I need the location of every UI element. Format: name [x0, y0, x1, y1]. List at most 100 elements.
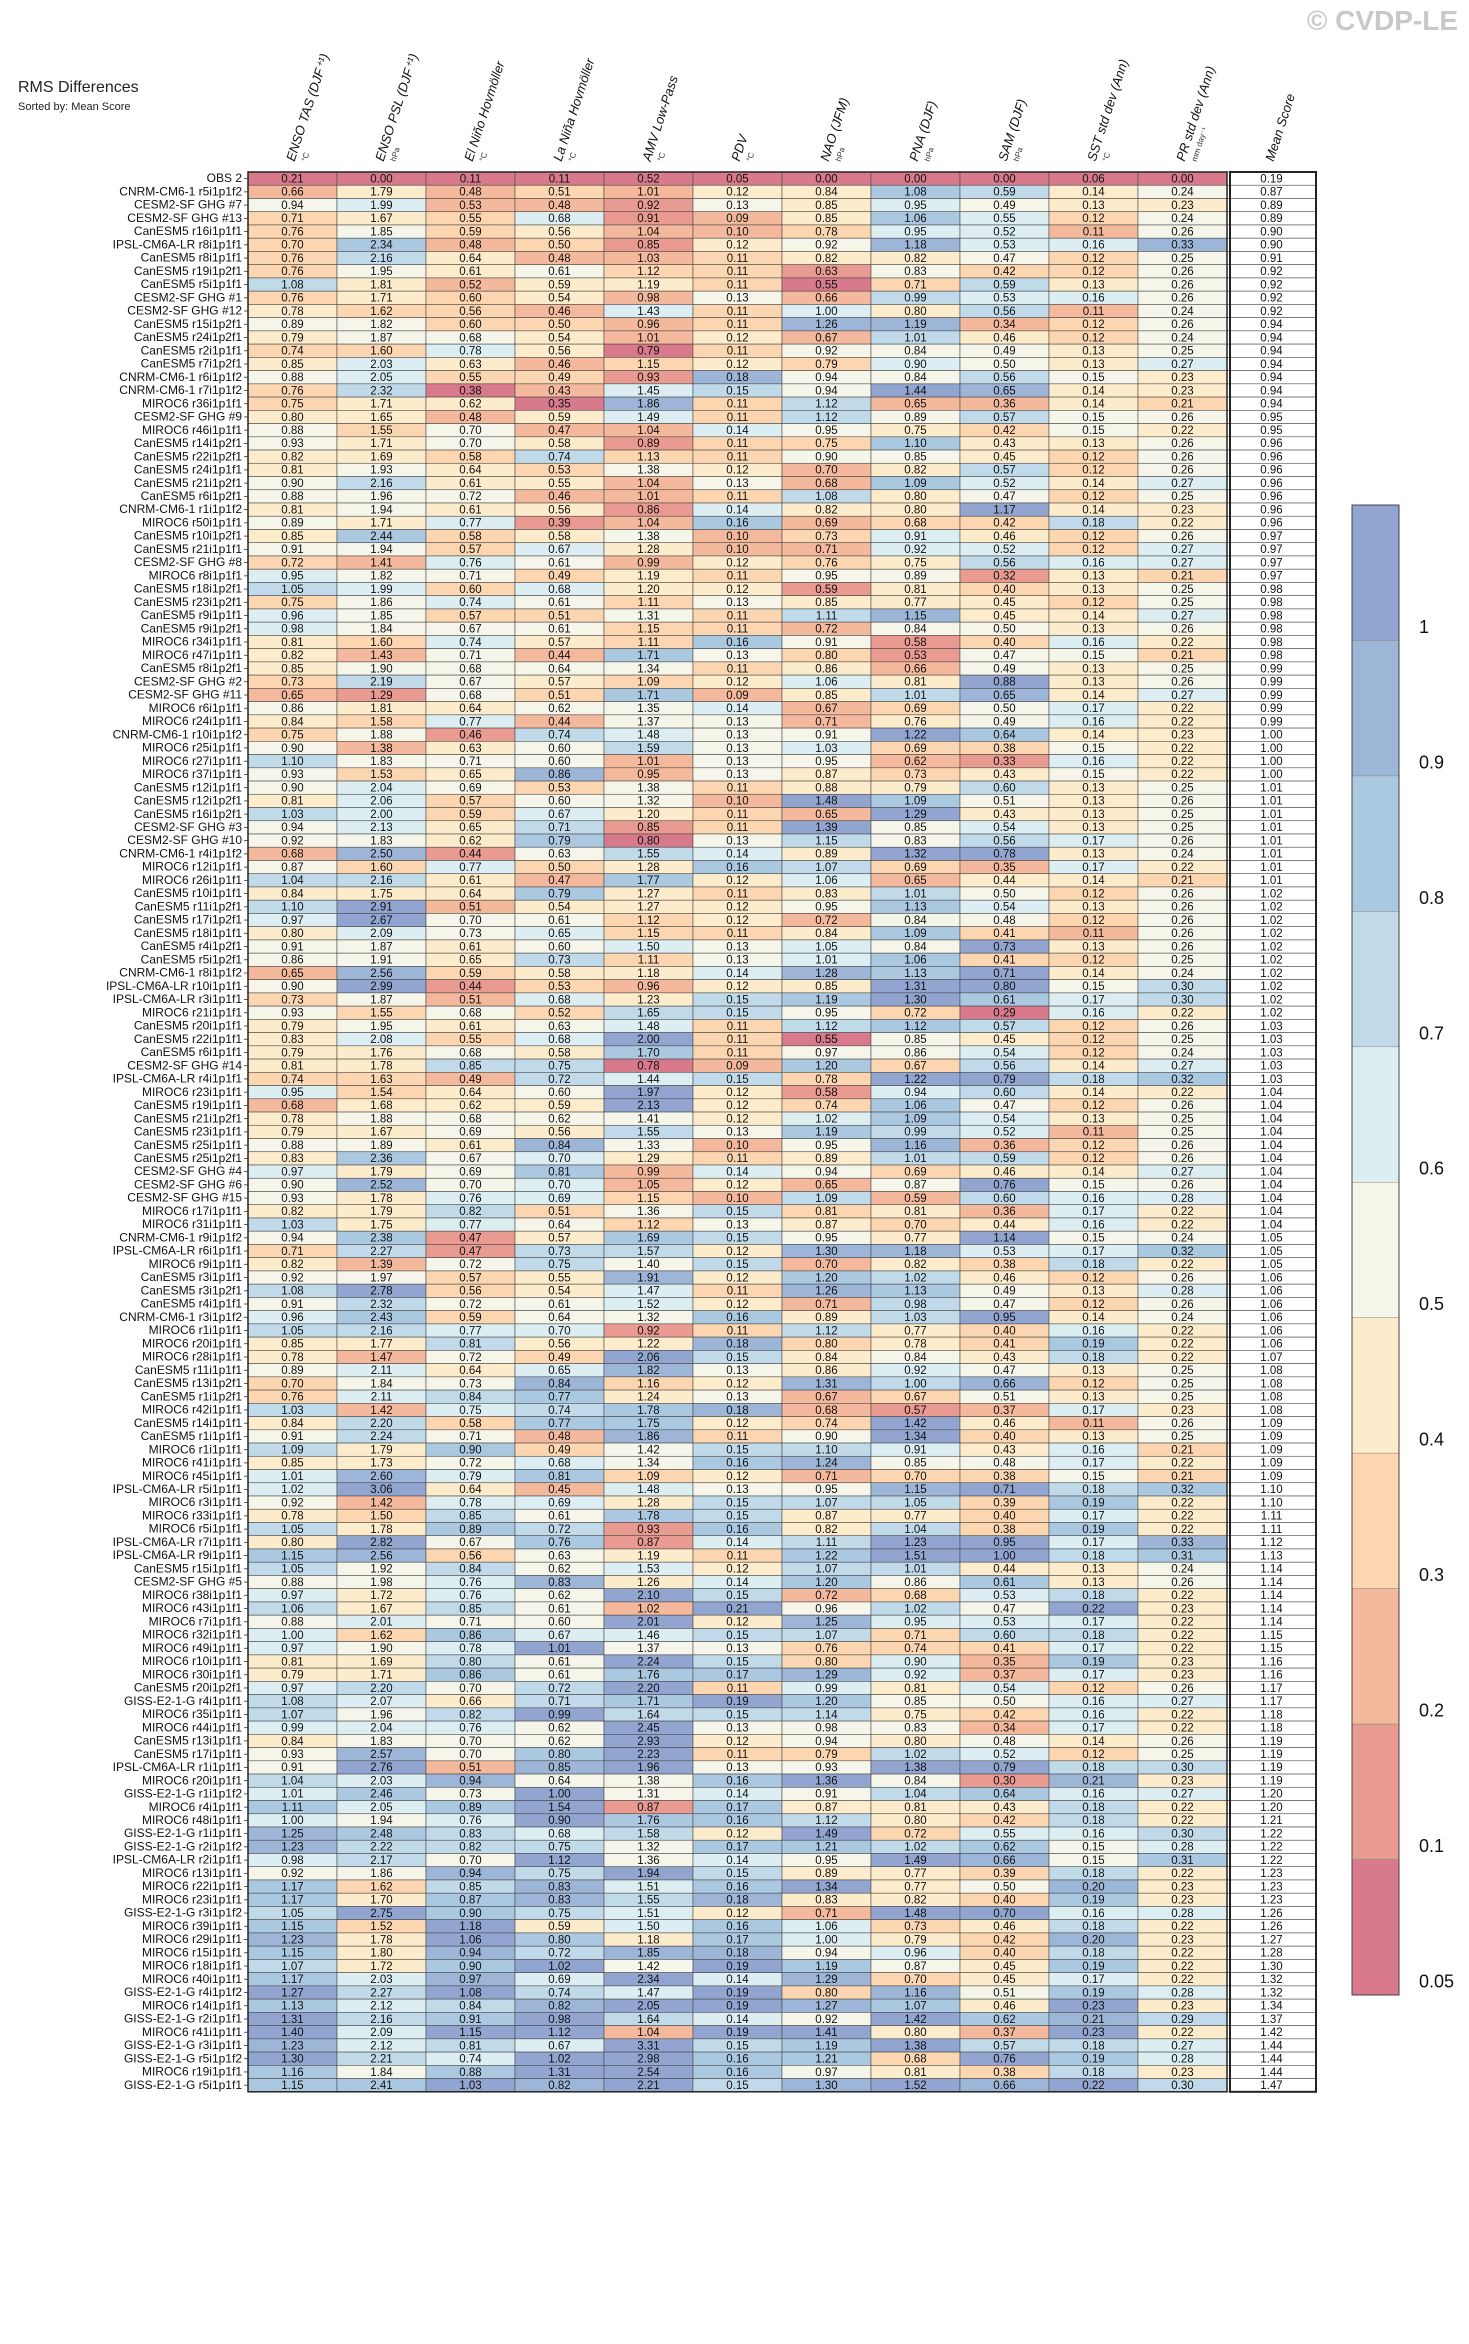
- row-label: CanESM5 r10i1p2f1: [134, 529, 242, 543]
- cell-value: 0.24: [1171, 1047, 1194, 1059]
- cell-value: 0.82: [548, 2080, 570, 2092]
- cell-value: 0.15: [1082, 743, 1104, 755]
- cell-value: 0.15: [726, 1074, 748, 1086]
- cell-value: 1.91: [370, 955, 392, 967]
- cell-value: 1.06: [281, 1603, 303, 1615]
- cell-value: 0.83: [459, 1828, 481, 1840]
- cell-value: 2.13: [370, 822, 392, 834]
- cell-value: 1.86: [370, 1868, 392, 1880]
- cell-value: 2.54: [637, 2067, 660, 2079]
- row-label: CanESM5 r12i1p1f1: [134, 780, 242, 794]
- cell-value: 0.14: [726, 1537, 749, 1549]
- cell-value: 0.75: [548, 1842, 570, 1854]
- cell-value: 0.94: [281, 1233, 304, 1245]
- cell-value: 0.56: [993, 306, 1015, 318]
- cell-value: 0.66: [993, 2080, 1015, 2092]
- cell-value: 0.11: [727, 610, 749, 622]
- cell-value: 0.34: [993, 319, 1016, 331]
- cell-value: 0.46: [993, 1166, 1015, 1178]
- cell-value: 0.75: [281, 730, 303, 742]
- cell-value: 0.68: [904, 2054, 926, 2066]
- cell-value: 0.56: [548, 1127, 570, 1139]
- cell-value: 0.81: [281, 637, 303, 649]
- cell-value: 0.93: [815, 1762, 837, 1774]
- cell-value: 0.13: [726, 478, 748, 490]
- cell-value: 0.57: [459, 1272, 481, 1284]
- cell-value: 1.44: [1260, 2040, 1283, 2052]
- cell-value: 0.17: [1082, 1458, 1104, 1470]
- row-label: MIROC6 r22i1p1f1: [142, 1879, 242, 1893]
- row-label: CanESM5 r15i1p1f1: [134, 1561, 242, 1575]
- colorbar-swatch: [1351, 775, 1400, 912]
- cell-value: 1.19: [904, 319, 926, 331]
- cell-value: 0.28: [1171, 1842, 1193, 1854]
- cell-value: 1.16: [904, 1140, 926, 1152]
- cell-value: 0.54: [548, 293, 571, 305]
- cell-value: 1.38: [904, 2040, 926, 2052]
- cell-value: 0.18: [1082, 1815, 1104, 1827]
- cell-value: 0.86: [815, 663, 837, 675]
- cell-value: 0.73: [459, 928, 481, 940]
- cell-value: 0.13: [1082, 571, 1104, 583]
- cell-value: 2.12: [370, 2040, 392, 2052]
- cell-value: 0.70: [459, 438, 481, 450]
- cell-value: 0.37: [993, 2027, 1015, 2039]
- cell-value: 0.69: [904, 862, 926, 874]
- cell-value: 1.31: [637, 1789, 659, 1801]
- cell-value: 0.30: [1171, 2080, 1193, 2092]
- cell-value: 2.45: [637, 1723, 659, 1735]
- cell-value: 1.86: [637, 399, 659, 411]
- cell-value: 0.15: [726, 1497, 748, 1509]
- cell-value: 2.46: [370, 1789, 392, 1801]
- cell-value: 0.54: [993, 1113, 1016, 1125]
- cell-value: 1.55: [637, 1895, 659, 1907]
- cell-value: 0.17: [1082, 1974, 1104, 1986]
- cell-value: 1.13: [904, 968, 926, 980]
- cell-value: 2.52: [370, 1180, 392, 1192]
- cell-value: 1.04: [281, 1775, 304, 1787]
- cell-value: 0.69: [459, 1127, 481, 1139]
- cell-value: 0.77: [904, 597, 926, 609]
- cell-value: 0.13: [726, 769, 748, 781]
- cell-value: 0.22: [1171, 1948, 1193, 1960]
- cell-value: 1.06: [815, 677, 837, 689]
- cell-value: 0.26: [1171, 226, 1193, 238]
- cell-value: 1.08: [459, 1987, 481, 1999]
- cell-value: 1.04: [1260, 1166, 1283, 1178]
- cell-value: 1.23: [1260, 1895, 1282, 1907]
- cell-value: 1.42: [370, 1497, 392, 1509]
- cell-value: 0.16: [1082, 240, 1104, 252]
- row-label: MIROC6 r42i1p1f1: [142, 1403, 242, 1417]
- cell-value: 2.04: [370, 1723, 393, 1735]
- cell-value: 0.84: [281, 1418, 304, 1430]
- cell-value: 1.08: [904, 187, 926, 199]
- cell-value: 0.70: [459, 1180, 481, 1192]
- cell-value: 1.20: [815, 1577, 837, 1589]
- cell-value: 0.92: [637, 1325, 659, 1337]
- cell-value: 0.14: [726, 504, 749, 516]
- cell-value: 1.02: [904, 1842, 926, 1854]
- cell-value: 2.05: [637, 2001, 659, 2013]
- cell-value: 1.31: [904, 981, 926, 993]
- cell-value: 0.12: [1082, 1034, 1104, 1046]
- cell-value: 0.11: [460, 173, 482, 185]
- cell-value: 0.90: [281, 743, 303, 755]
- cell-value: 0.90: [548, 1815, 570, 1827]
- cell-value: 0.95: [904, 1617, 926, 1629]
- cell-value: 0.98: [1260, 624, 1282, 636]
- cell-value: 1.30: [815, 2080, 837, 2092]
- cell-value: 0.79: [548, 888, 570, 900]
- cell-value: 1.01: [1260, 809, 1282, 821]
- cell-value: 1.65: [370, 412, 392, 424]
- row-label: MIROC6 r41i1p1f1: [142, 2025, 242, 2039]
- cell-value: 2.32: [370, 385, 392, 397]
- cell-value: 0.89: [281, 1365, 303, 1377]
- cell-value: 0.45: [993, 597, 1015, 609]
- cell-value: 0.84: [281, 888, 304, 900]
- cell-value: 0.15: [1082, 412, 1104, 424]
- cell-value: 0.26: [1171, 677, 1193, 689]
- cell-value: 0.82: [904, 1895, 926, 1907]
- cell-value: 1.17: [281, 1895, 303, 1907]
- cell-value: 1.00: [1260, 756, 1282, 768]
- cell-value: 0.39: [993, 1497, 1015, 1509]
